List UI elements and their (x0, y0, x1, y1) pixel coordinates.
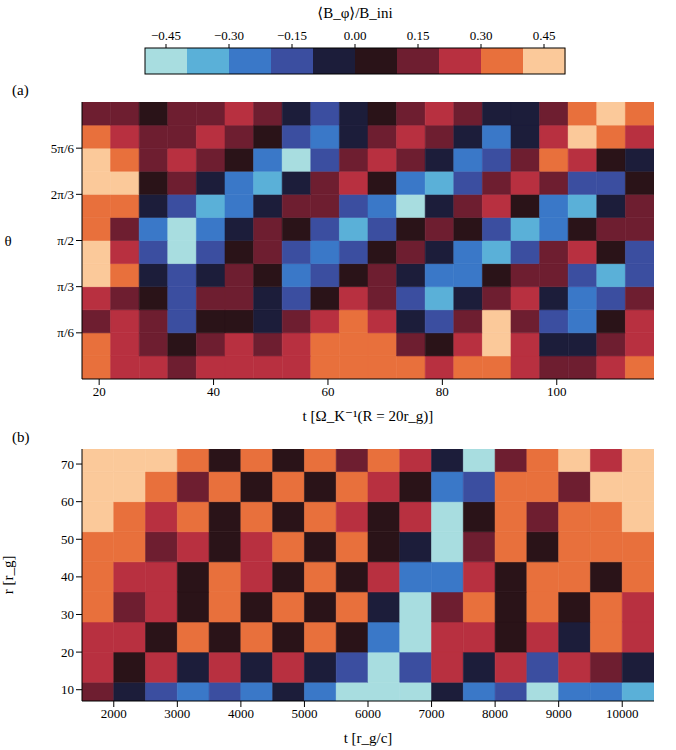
svg-text:t [r_g/c]: t [r_g/c] (344, 730, 393, 746)
svg-text:8000: 8000 (482, 706, 508, 721)
svg-text:20: 20 (93, 384, 106, 399)
svg-text:π/2: π/2 (57, 233, 74, 248)
svg-text:−0.45: −0.45 (151, 28, 181, 43)
svg-text:0.00: 0.00 (344, 28, 367, 43)
svg-text:40: 40 (207, 384, 220, 399)
svg-text:7000: 7000 (419, 706, 445, 721)
html-text:(b): (b) (12, 429, 30, 445)
svg-text:3000: 3000 (164, 706, 190, 721)
svg-text:π/3: π/3 (57, 279, 74, 294)
svg-text:6000: 6000 (355, 706, 381, 721)
svg-text:100: 100 (547, 384, 567, 399)
svg-text:4000: 4000 (228, 706, 254, 721)
svg-text:θ: θ (4, 233, 11, 249)
svg-text:2π/3: 2π/3 (51, 187, 74, 202)
svg-text:r [r_g]: r [r_g] (0, 556, 16, 595)
svg-text:50: 50 (61, 532, 74, 547)
svg-text:5000: 5000 (291, 706, 317, 721)
svg-text:10000: 10000 (606, 706, 639, 721)
svg-text:−0.15: −0.15 (277, 28, 307, 43)
svg-text:0.45: 0.45 (533, 28, 556, 43)
svg-text:5π/6: 5π/6 (51, 141, 75, 156)
svg-text:9000: 9000 (546, 706, 572, 721)
svg-text:0.15: 0.15 (407, 28, 430, 43)
svg-text:20: 20 (61, 645, 74, 660)
svg-text:60: 60 (61, 494, 74, 509)
svg-text:30: 30 (61, 607, 74, 622)
svg-text:2000: 2000 (101, 706, 127, 721)
html-text:(a): (a) (12, 82, 29, 98)
svg-text:−0.30: −0.30 (214, 28, 244, 43)
svg-text:t [Ω_K⁻¹(R = 20r_g)]: t [Ω_K⁻¹(R = 20r_g)] (303, 408, 434, 425)
svg-text:80: 80 (436, 384, 449, 399)
svg-text:70: 70 (61, 457, 74, 472)
svg-text:10: 10 (61, 682, 74, 697)
svg-text:40: 40 (61, 569, 74, 584)
svg-text:0.30: 0.30 (470, 28, 493, 43)
svg-text:60: 60 (321, 384, 334, 399)
svg-text:π/6: π/6 (57, 325, 74, 340)
svg-text:⟨B_φ⟩/B_ini: ⟨B_φ⟩/B_ini (317, 5, 392, 21)
